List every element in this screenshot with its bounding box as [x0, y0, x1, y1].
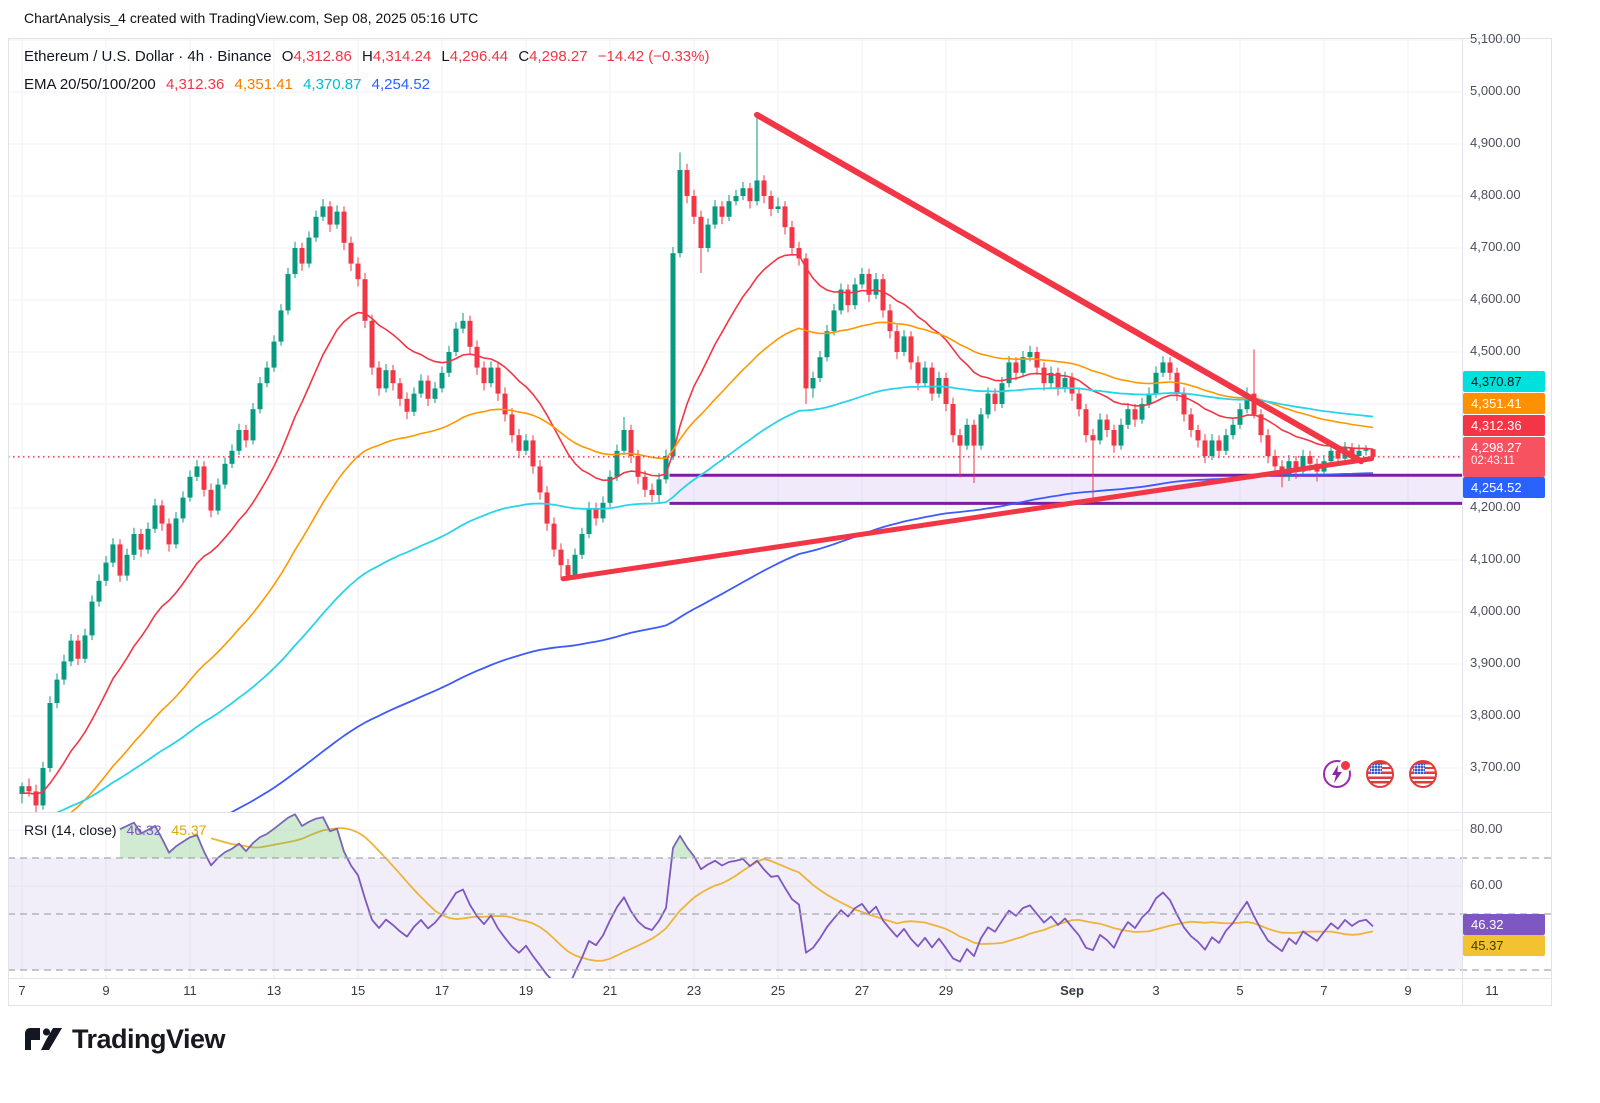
time-axis-label: Sep	[1060, 983, 1084, 998]
time-axis-label: 5	[1236, 983, 1244, 998]
rsi-axis-label: 60.00	[1470, 877, 1503, 892]
symbol-header[interactable]: Ethereum / U.S. Dollar · 4h · Binance O4…	[24, 48, 715, 65]
lightning-bolt-icon	[1332, 765, 1342, 783]
tradingview-brand-text: TradingView	[72, 1024, 226, 1054]
symbol-title: Ethereum / U.S. Dollar · 4h · Binance	[24, 48, 272, 65]
close-label: C	[518, 48, 530, 65]
open-label: O	[281, 48, 294, 65]
time-axis-label: 25	[770, 983, 786, 998]
price-axis-label: 3,800.00	[1470, 707, 1521, 722]
ema-label: EMA 20/50/100/200	[24, 76, 156, 93]
high-value: 4,314.24	[372, 48, 432, 65]
price-axis-label: 4,000.00	[1470, 603, 1521, 618]
ema100-value: 4,370.87	[303, 76, 362, 93]
time-axis-label: 9	[102, 983, 110, 998]
ema200-line	[230, 472, 1374, 812]
time-axis-label: 29	[938, 983, 954, 998]
time-axis-separator	[8, 978, 1552, 979]
time-axis-label: 9	[1404, 983, 1412, 998]
ema200-value: 4,254.52	[371, 76, 431, 93]
price-axis-label: 4,800.00	[1470, 187, 1521, 202]
time-axis-label: 19	[518, 983, 534, 998]
price-axis-label: 3,700.00	[1470, 759, 1521, 774]
tradingview-footer[interactable]: TradingView	[22, 1024, 226, 1055]
price-axis-label: 5,100.00	[1470, 31, 1521, 46]
rsi-axis-label: 80.00	[1470, 821, 1503, 836]
pane-widgets	[1323, 759, 1437, 788]
time-axis-label: 3	[1152, 983, 1160, 998]
ema20-line	[21, 253, 1374, 796]
ema50-value: 4,351.41	[234, 76, 293, 93]
ascending-trendline	[560, 456, 1375, 582]
notification-dot	[1339, 759, 1352, 772]
time-axis-label: 23	[686, 983, 702, 998]
price-badge: 45.37	[1463, 934, 1545, 956]
price-axis-label: 4,700.00	[1470, 239, 1521, 254]
flag-canton	[1370, 764, 1382, 774]
time-axis-label: 15	[350, 983, 366, 998]
ema100-line	[56, 385, 1374, 812]
time-axis-label: 27	[854, 983, 870, 998]
rsi-overbought-fill	[120, 814, 1373, 858]
chart-frame	[8, 38, 1552, 1006]
price-pane	[19, 111, 1462, 812]
low-label: L	[441, 48, 450, 65]
time-axis-label: 11	[1485, 983, 1499, 998]
ema50-line	[70, 321, 1374, 812]
price-axis-separator[interactable]	[1462, 38, 1463, 1006]
price-axis-label: 4,600.00	[1470, 291, 1521, 306]
grid-lines	[8, 38, 1462, 978]
tradingview-logo-icon	[25, 1027, 62, 1050]
change-value: −14.42 (−0.33%)	[597, 48, 710, 65]
time-axis-label: 11	[183, 983, 197, 998]
rsi-ma-value: 45.37	[171, 822, 207, 838]
close-value: 4,298.27	[529, 48, 588, 65]
rsi-line	[119, 813, 1374, 978]
low-value: 4,296.44	[449, 48, 509, 65]
price-axis-label: 4,500.00	[1470, 343, 1521, 358]
price-badge: 4,351.41	[1463, 393, 1545, 415]
price-axis-label: 3,900.00	[1470, 655, 1521, 670]
price-axis-label: 4,900.00	[1470, 135, 1521, 150]
pane-separator[interactable]	[8, 812, 1552, 813]
technicals-gauge-icon[interactable]	[1323, 759, 1352, 788]
ema20-value: 4,312.36	[165, 76, 225, 93]
rsi-indicator-header[interactable]: RSI (14, close) 46.32 45.37	[24, 822, 212, 838]
flag-canton	[1413, 764, 1425, 774]
us-flag-icon[interactable]	[1366, 760, 1394, 788]
rsi-ma-line	[210, 827, 1374, 962]
rsi-label: RSI (14, close)	[24, 822, 117, 838]
generation-info: ChartAnalysis_4 created with TradingView…	[24, 10, 479, 26]
time-axis-label: 21	[602, 983, 618, 998]
price-badge: 46.32	[1463, 913, 1545, 935]
current-price-badge: 4,298.27 02:43:11	[1463, 436, 1545, 477]
price-badge: 4,370.87	[1463, 371, 1545, 393]
us-flag-icon[interactable]	[1409, 760, 1437, 788]
price-axis-label: 4,100.00	[1470, 551, 1521, 566]
price-axis-label: 5,000.00	[1470, 83, 1521, 98]
time-axis-label: 7	[1320, 983, 1328, 998]
rsi-value: 46.32	[126, 822, 162, 838]
time-axis-label: 7	[18, 983, 26, 998]
descending-trendline	[754, 111, 1365, 465]
ema-indicator-header[interactable]: EMA 20/50/100/200 4,312.36 4,351.41 4,37…	[24, 76, 436, 93]
time-axis-label: 13	[266, 983, 282, 998]
price-axis-label: 4,200.00	[1470, 499, 1521, 514]
price-badge: 4,254.52	[1463, 477, 1545, 499]
price-badge: 4,312.36	[1463, 415, 1545, 437]
open-value: 4,312.86	[293, 48, 352, 65]
high-label: H	[362, 48, 373, 65]
time-axis-label: 17	[434, 983, 450, 998]
